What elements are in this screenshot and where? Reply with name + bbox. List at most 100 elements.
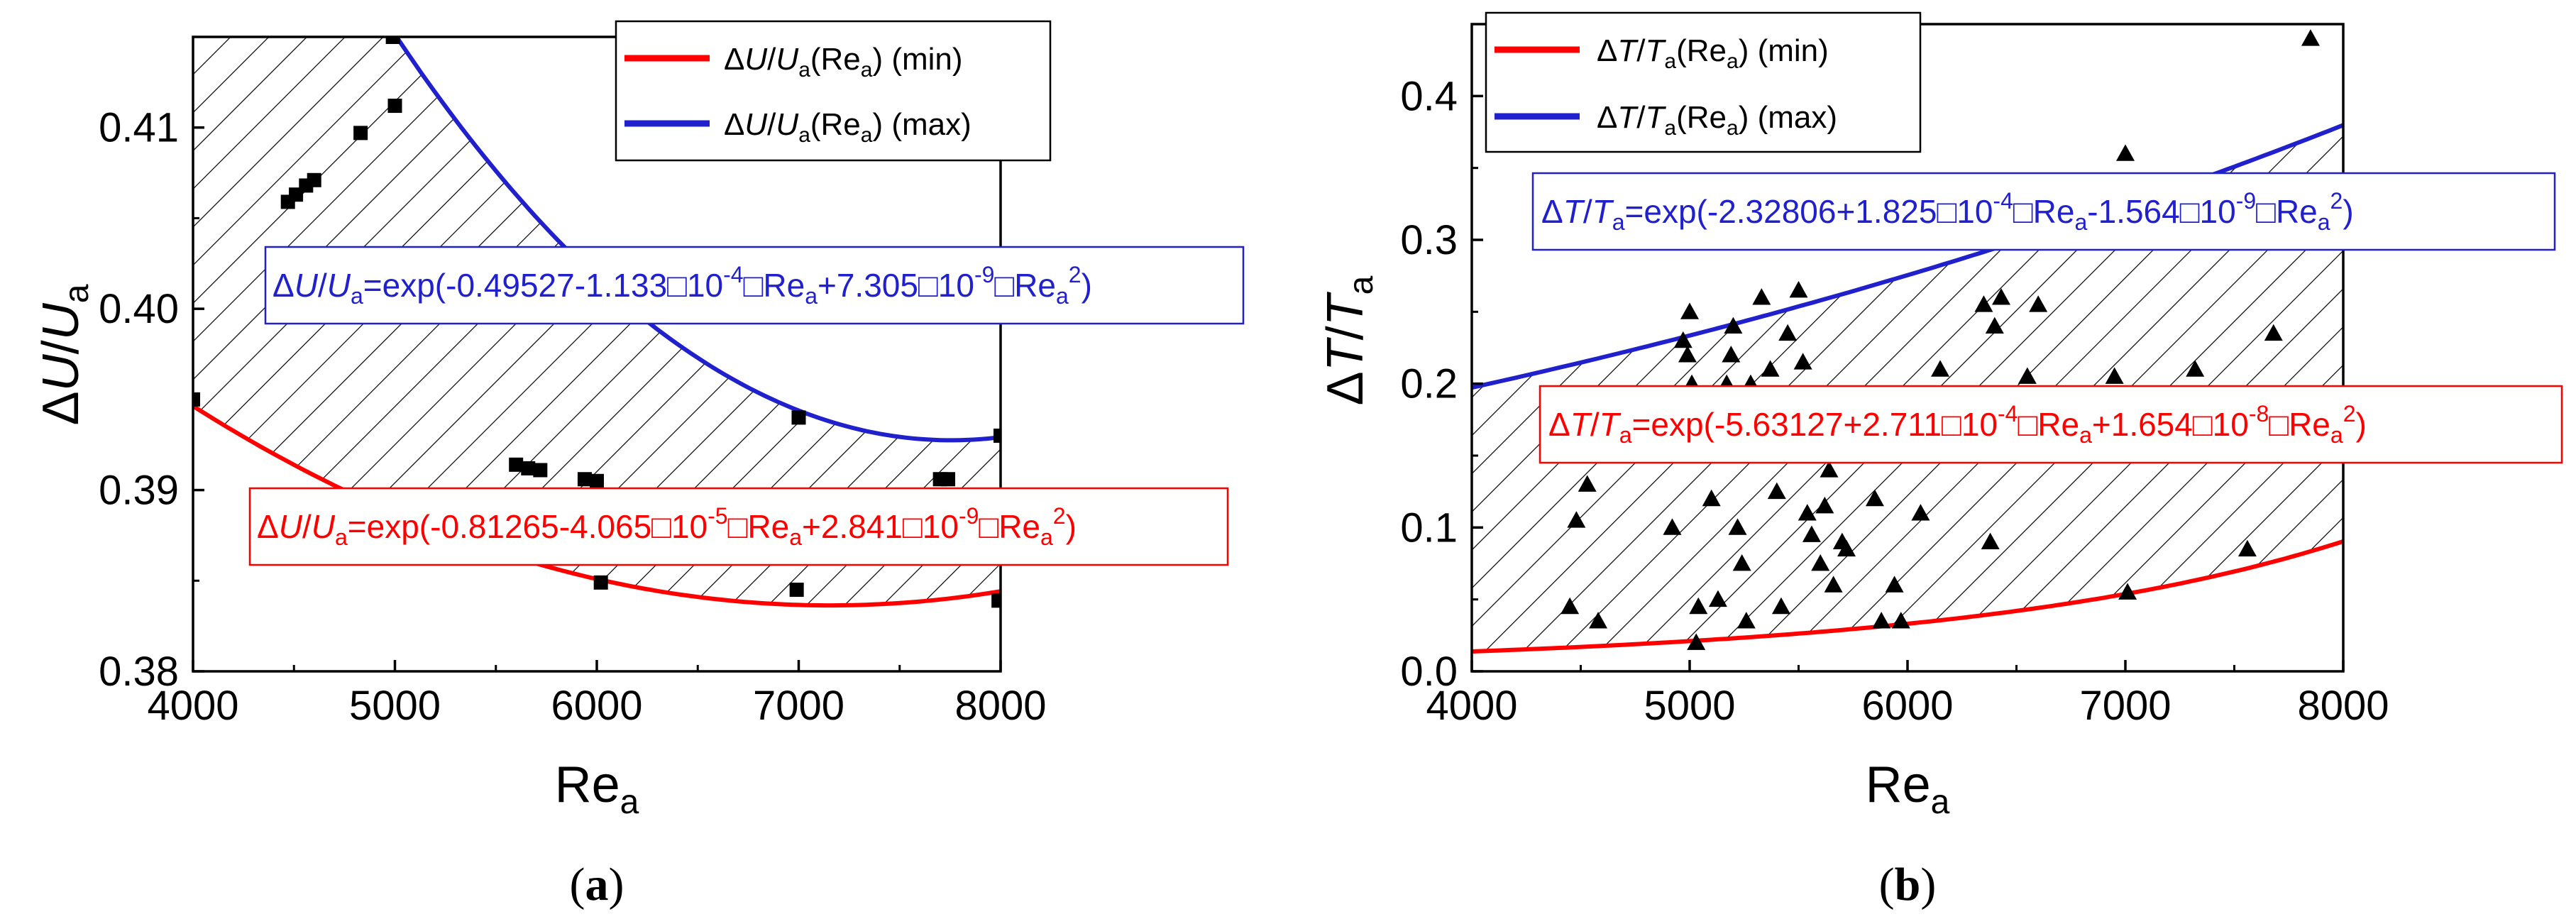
y-tick-label-b-2: 0.2 <box>1400 361 1458 407</box>
data-point-a-6 <box>387 99 402 114</box>
x-tick-label-b-1: 5000 <box>1644 683 1735 729</box>
y-tick-label-b-0: 0.0 <box>1400 649 1458 695</box>
data-point-b-63 <box>2264 324 2283 341</box>
annotation-text-min-a: ΔU/Ua=exp(-0.81265-4.065□10-5□Rea+2.841□… <box>257 503 1077 550</box>
data-point-a-8 <box>509 457 524 472</box>
data-point-b-46 <box>1885 576 1904 593</box>
y-tick-label-b-3: 0.3 <box>1400 217 1458 263</box>
y-tick-label-a-2: 0.40 <box>99 286 179 332</box>
data-point-b-20 <box>1728 518 1747 535</box>
data-point-b-18 <box>1722 346 1741 363</box>
y-axis-label-b: ΔT/Ta <box>1317 275 1380 405</box>
legend-box-a <box>615 20 1052 162</box>
y-tick-label-a-1: 0.39 <box>99 468 179 514</box>
data-point-a-5 <box>353 126 368 141</box>
data-point-b-47 <box>1891 612 1910 629</box>
data-point-b-50 <box>1931 360 1950 377</box>
x-tick-label-b-0: 4000 <box>1426 683 1517 729</box>
x-tick-label-a-4: 8000 <box>954 683 1046 729</box>
data-point-b-29 <box>1778 324 1798 341</box>
data-point-b-26 <box>1761 360 1780 377</box>
data-point-b-49 <box>1911 504 1930 521</box>
chart-a: 4000 5000 6000 7000 8000 0.38 0.39 0.40 0.41 ΔU/… <box>33 20 1245 910</box>
x-tick-label-b-3: 7000 <box>2079 683 2171 729</box>
annotation-text-max-a: ΔU/Ua=exp(-0.49527-1.133□10-4□Rea+7.305□… <box>273 262 1092 309</box>
data-point-b-39 <box>1824 576 1843 593</box>
y-tick-label-a-3: 0.41 <box>99 105 179 151</box>
x-axis-label-b: Rea <box>1866 756 1950 821</box>
annotation-text-min-b: ΔT/Ta=exp(-5.63127+2.711□10-4□Rea+1.654□… <box>1548 401 2367 448</box>
data-point-b-45 <box>1872 612 1891 629</box>
data-point-a-7 <box>385 37 400 44</box>
data-point-b-54 <box>1992 288 2011 305</box>
data-point-b-1 <box>1567 511 1586 528</box>
data-point-b-36 <box>1811 554 1830 571</box>
y-tick-label-b-4: 0.4 <box>1400 73 1458 119</box>
data-point-b-52 <box>1981 532 2000 549</box>
data-point-b-22 <box>1736 612 1756 629</box>
annotation-box-max-b <box>1531 172 2556 251</box>
data-point-a-13 <box>593 575 608 590</box>
data-point-b-60 <box>2186 360 2205 377</box>
y-axis-label-a: ΔU/Ua <box>33 284 96 425</box>
annotation-box-min-b <box>1539 385 2563 464</box>
annotation-min-a: ΔU/Ua=exp(-0.81265-4.065□10-5□Rea+2.841□… <box>248 487 1229 566</box>
legend-label-max: ΔU/Ua(Rea) (max) <box>724 107 971 147</box>
data-point-a-14 <box>791 410 806 425</box>
data-point-b-38 <box>1820 461 1839 478</box>
annotation-text-max-b: ΔT/Ta=exp(-2.32806+1.825□10-4□Rea-1.564□… <box>1541 188 2354 235</box>
x-tick-label-b-2: 6000 <box>1861 683 1953 729</box>
data-point-b-37 <box>1815 496 1834 514</box>
data-point-b-32 <box>1793 353 1812 370</box>
x-tick-label-a-3: 7000 <box>753 683 844 729</box>
panel-caption-a: (a) <box>570 859 624 910</box>
data-point-b-51 <box>1974 295 1993 312</box>
data-point-b-41 <box>1837 539 1856 557</box>
annotation-max-b: ΔT/Ta=exp(-2.32806+1.825□10-4□Rea-1.564□… <box>1531 172 2556 251</box>
data-point-a-11 <box>577 472 592 487</box>
data-point-b-28 <box>1771 597 1790 615</box>
data-point-a-9 <box>521 461 536 475</box>
data-point-b-12 <box>1689 597 1708 615</box>
data-point-a-19 <box>991 593 1001 608</box>
data-point-b-44 <box>1865 489 1884 507</box>
annotation-box-max-a <box>264 246 1245 325</box>
data-point-b-11 <box>1687 633 1706 650</box>
legend-label-min: ΔU/Ua(Rea) (min) <box>724 42 963 82</box>
data-point-b-4 <box>1663 518 1682 535</box>
x-axis-label-a: Rea <box>555 756 639 821</box>
data-point-b-58 <box>2116 144 2135 161</box>
data-point-b-33 <box>1798 504 1817 521</box>
data-point-b-62 <box>2238 539 2257 557</box>
data-point-b-64 <box>2301 29 2320 46</box>
annotation-box-min-a <box>248 487 1229 566</box>
data-point-a-15 <box>789 583 804 598</box>
legend-box-b <box>1485 11 1922 153</box>
legend-label-min-b: ΔT/Ta(Rea) (min) <box>1597 33 1829 73</box>
annotation-min-b: ΔT/Ta=exp(-5.63127+2.711□10-4□Rea+1.654□… <box>1539 385 2563 464</box>
legend-b: ΔT/Ta(Rea) (min) ΔT/Ta(Rea) (max) <box>1485 11 1922 153</box>
data-point-b-3 <box>1589 612 1608 629</box>
data-point-a-18 <box>993 428 1001 443</box>
legend-a: ΔU/Ua(Rea) (min) ΔU/Ua(Rea) (max) <box>615 20 1052 162</box>
legend-label-max-b: ΔT/Ta(Rea) (max) <box>1597 100 1837 140</box>
x-tick-label-a-1: 5000 <box>349 683 441 729</box>
data-point-a-17 <box>941 472 956 487</box>
data-point-b-21 <box>1732 554 1751 571</box>
data-point-b-15 <box>1708 590 1727 607</box>
data-point-b-19 <box>1724 317 1743 334</box>
panel-caption-b: (b) <box>1879 859 1937 910</box>
y-tick-label-a-0: 0.38 <box>99 649 179 695</box>
data-point-a-4 <box>307 172 321 187</box>
data-point-b-59 <box>2118 583 2137 600</box>
x-tick-label-b-4: 8000 <box>2297 683 2389 729</box>
data-point-b-7 <box>1678 346 1697 363</box>
data-point-a-10 <box>533 463 548 478</box>
data-point-b-56 <box>2029 295 2048 312</box>
y-tick-label-b-1: 0.1 <box>1400 505 1458 551</box>
data-point-a-12 <box>590 473 604 488</box>
data-point-b-27 <box>1767 482 1786 500</box>
data-point-b-53 <box>1985 317 2004 334</box>
annotation-max-a: ΔU/Ua=exp(-0.49527-1.133□10-4□Rea+7.305□… <box>264 246 1245 325</box>
